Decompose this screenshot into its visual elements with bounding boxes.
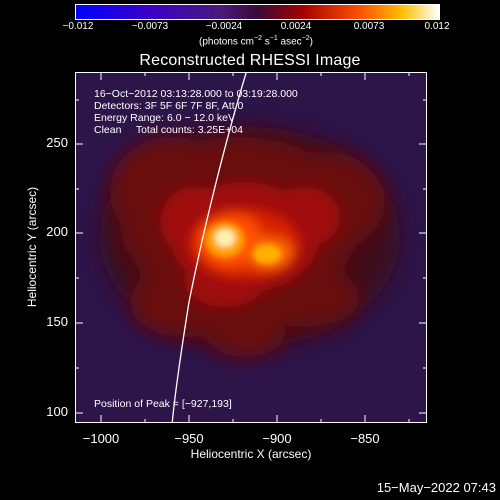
- x-tick-label: −900: [262, 431, 292, 446]
- colorbar-tick: −0.0024: [205, 21, 243, 32]
- y-tick-label: 150: [46, 314, 68, 329]
- annotation-clean: Clean Total counts: 3.25E+04: [94, 124, 243, 136]
- annotation-detectors: Detectors: 3F 5F 6F 7F 8F, Att 0: [94, 100, 244, 112]
- x-axis-label: Heliocentric X (arcsec): [190, 447, 312, 461]
- y-tick-label: 100: [46, 404, 68, 419]
- x-tick-label: −850: [350, 431, 380, 446]
- colorbar-tick: 0.0024: [280, 21, 312, 32]
- colorbar-tick: 0.012: [424, 21, 450, 32]
- y-axis-label: Heliocentric Y (arcsec): [25, 186, 39, 308]
- colorbar-tick: −0.012: [62, 21, 94, 32]
- y-tick-label: 200: [46, 224, 68, 239]
- x-tick-label: −1000: [82, 431, 120, 446]
- plot-title: Reconstructed RHESSI Image: [139, 52, 361, 69]
- rhessi-image: [75, 72, 427, 423]
- annotation-peak: Position of Peak = [−927,193]: [94, 398, 232, 410]
- annotation-energy: Energy Range: 6.0 − 12.0 keV: [94, 112, 235, 124]
- colorbar-tick: 0.0073: [353, 21, 385, 32]
- annotation-time-range: 16−Oct−2012 03:13:28.000 to 03:19:28.000: [94, 88, 298, 100]
- colorbar: [75, 4, 440, 20]
- y-tick-label: 250: [46, 135, 68, 150]
- timestamp: 15−May−2022 07:43: [376, 480, 496, 495]
- x-tick-label: −950: [174, 431, 204, 446]
- colorbar-unit: (photons cm−2 s−1 asec−2): [198, 35, 314, 48]
- colorbar-tick: −0.0073: [131, 21, 169, 32]
